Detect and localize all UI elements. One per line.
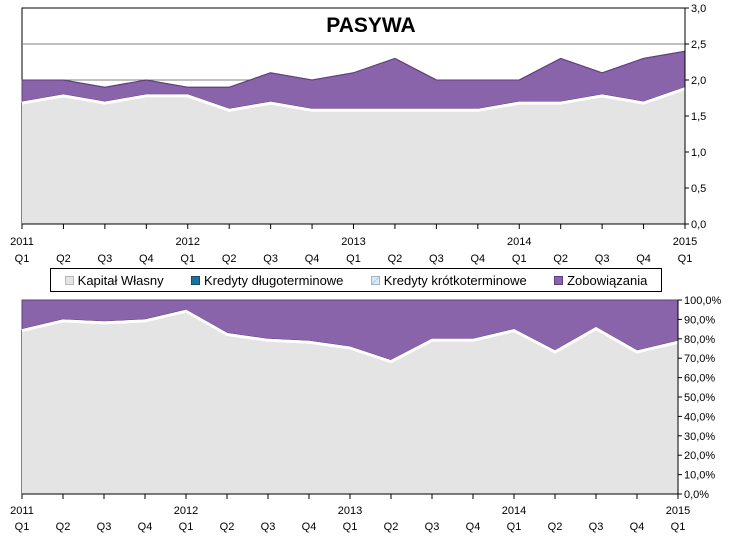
chart-1-quarter-label: Q4: [139, 253, 154, 265]
chart-1-y-tick-label: 0,0: [691, 219, 706, 231]
chart-1-year-label: 2014: [507, 236, 531, 248]
chart-1-zobowiazania-edge: [22, 50, 686, 88]
chart-1-quarter-label: Q4: [470, 253, 485, 265]
chart-2-quarter-label: Q2: [220, 521, 235, 533]
chart-2-quarter-label: Q1: [671, 521, 686, 533]
chart-2-quarter-label: Q1: [343, 521, 358, 533]
chart-1-quarter-label: Q4: [305, 253, 320, 265]
legend-swatch-zobowiazania: [554, 275, 564, 285]
chart-2-year-label: 2012: [174, 505, 198, 517]
chart-2-quarter-label: Q3: [97, 521, 112, 533]
chart-2-quarter-label: Q4: [630, 521, 645, 533]
chart-1-quarter-label: Q2: [388, 253, 403, 265]
chart-1-year-label: 2013: [341, 236, 365, 248]
legend-swatch-kapital: [64, 275, 74, 285]
chart-2-quarter-label: Q2: [384, 521, 399, 533]
chart-1-y-tick-label: 1,5: [691, 111, 706, 123]
chart-1-year-label: 2012: [176, 236, 200, 248]
chart-2-year-label: 2015: [666, 505, 690, 517]
chart-1-year-label: 2011: [10, 236, 34, 248]
chart-2-y-tick-label: 60,0%: [684, 373, 715, 385]
chart-1-quarter-label: Q3: [98, 253, 113, 265]
chart-1-y-tick-label: 1,0: [691, 147, 706, 159]
legend-item-zobowiazania: Zobowiązania: [554, 273, 647, 288]
chart-2-quarter-label: Q3: [261, 521, 276, 533]
chart-2-quarter-label: Q3: [425, 521, 440, 533]
chart-2-year-label: 2013: [338, 505, 362, 517]
chart-2-y-tick-label: 30,0%: [684, 431, 715, 443]
chart-2-area-kapital: [22, 309, 678, 494]
chart-2-quarter-label: Q3: [589, 521, 604, 533]
legend-label-kredyty-dlugo: Kredyty długoterminowe: [203, 272, 344, 288]
chart-2-quarter-label: Q4: [138, 521, 153, 533]
chart-2-y-tick-label: 10,0%: [684, 470, 715, 482]
chart-2-y-tick-label: 100,0%: [684, 295, 722, 307]
chart-2-y-tick-label: 70,0%: [684, 353, 715, 365]
chart-1-quarter-label: Q1: [512, 253, 527, 265]
chart-1-quarter-label: Q1: [180, 253, 195, 265]
chart-1-title: PASYWA: [326, 14, 415, 37]
chart-1-quarter-label: Q2: [553, 253, 568, 265]
chart-2-quarter-label: Q2: [56, 521, 71, 533]
chart-2-year-label: 2014: [502, 505, 526, 517]
legend-item-kredyty-dlugo: Kredyty długoterminowe: [190, 272, 344, 288]
chart-2-quarter-label: Q1: [179, 521, 194, 533]
chart-2-quarter-label: Q4: [302, 521, 317, 533]
chart-1-area-kapital: [22, 87, 685, 224]
chart-1-quarter-label: Q3: [429, 253, 444, 265]
legend-swatch-kredyty-dlugo: [190, 275, 200, 285]
chart-2-quarter-label: Q4: [466, 521, 481, 533]
legend-label-zobowiazania: Zobowiązania: [567, 272, 648, 288]
chart-2-year-label: 2011: [10, 505, 34, 517]
chart-1: 0,0 0,5 1,0 1,5 2,0 2,5 3,0 Q1 Q2 Q3 Q4 Q1 Q2 Q3 Q4 Q1 Q…: [10, 3, 706, 265]
chart-1-y-tick-label: 0,5: [691, 183, 706, 195]
legend: Kapitał Własny Kredyty długoterminowe Kr…: [50, 268, 662, 292]
chart-1-kapital-edge: [21, 87, 686, 112]
legend-item-kredyty-krotko: Kredyty krótkoterminowe: [370, 272, 527, 288]
chart-2-quarter-label: Q2: [548, 521, 563, 533]
legend-label-kapital: Kapitał Własny: [77, 272, 164, 288]
chart-2: 0,0% 10,0% 20,0% 30,0% 40,0% 50,0% 60,0% 70,0% 8…: [10, 295, 721, 533]
chart-1-quarter-label: Q2: [56, 253, 71, 265]
chart-2-y-tick-label: 0,0%: [684, 489, 709, 501]
chart-2-kapital-edge: [21, 309, 679, 364]
chart-2-y-tick-label: 90,0%: [684, 314, 715, 326]
chart-1-quarter-label: Q2: [222, 253, 237, 265]
chart-1-y-tick-label: 2,5: [691, 39, 706, 51]
chart-1-quarter-label: Q4: [636, 253, 651, 265]
chart-1-quarter-label: Q1: [678, 253, 693, 265]
chart-2-quarter-label: Q1: [507, 521, 522, 533]
legend-swatch-kredyty-krotko: [370, 275, 380, 285]
legend-label-kredyty-krotko: Kredyty krótkoterminowe: [383, 272, 527, 288]
chart-2-y-tick-label: 50,0%: [684, 392, 715, 404]
legend-item-kapital: Kapitał Własny: [64, 272, 164, 288]
chart-2-y-tick-label: 80,0%: [684, 334, 715, 346]
chart-1-year-label: 2015: [673, 236, 697, 248]
chart-2-quarter-label: Q1: [15, 521, 30, 533]
chart-1-y-tick-label: 3,0: [691, 3, 706, 15]
chart-2-y-tick-label: 20,0%: [684, 450, 715, 462]
chart-1-quarter-label: Q3: [263, 253, 278, 265]
chart-1-quarter-label: Q3: [595, 253, 610, 265]
chart-1-quarter-label: Q1: [346, 253, 361, 265]
chart-1-quarter-label: Q1: [15, 253, 30, 265]
chart-1-y-tick-label: 2,0: [691, 75, 706, 87]
chart-2-y-tick-label: 40,0%: [684, 411, 715, 423]
